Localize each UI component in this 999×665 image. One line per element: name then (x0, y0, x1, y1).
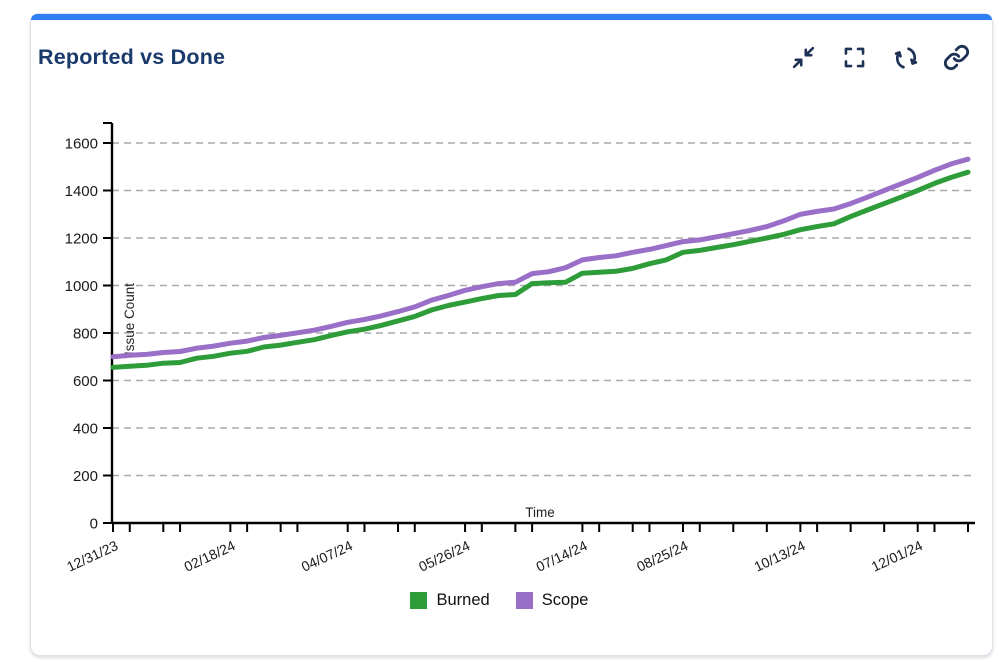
burned-line[interactable] (110, 169, 971, 370)
link-icon (943, 44, 970, 71)
y-tick-label: 200 (73, 468, 98, 485)
y-tick-label: 1400 (65, 183, 98, 200)
x-tick-label: 05/26/24 (416, 537, 472, 575)
gadget-title: Reported vs Done (38, 45, 226, 69)
scope-swatch (515, 592, 533, 609)
scope-line[interactable] (110, 156, 971, 360)
burnup-chart[interactable]: 0 200 400 600 800 1000 1200 1400 1600 12/31/23 02/… (0, 100, 999, 640)
minimize-button[interactable] (790, 44, 817, 71)
y-tick-label: 0 (90, 516, 98, 533)
x-tick-label: 12/31/23 (64, 537, 120, 575)
card-accent-bar (31, 14, 992, 20)
burned-label: Burned (436, 591, 490, 609)
legend-item-burned[interactable]: Burned (410, 591, 490, 610)
x-tick-label: 02/18/24 (181, 537, 237, 575)
x-axis-title: Time (525, 505, 555, 520)
chart-legend: Burned Scope (0, 591, 999, 610)
y-tick-label: 1200 (65, 231, 98, 248)
x-tick-label: 07/14/24 (534, 537, 590, 575)
x-tick-label: 08/25/24 (634, 537, 690, 575)
y-tick-label: 1600 (65, 136, 98, 153)
x-tick-label: 12/01/24 (869, 537, 925, 575)
y-tick-label: 1000 (65, 278, 98, 295)
gadget-header: Reported vs Done (31, 20, 992, 71)
refresh-button[interactable] (892, 44, 919, 71)
fullscreen-icon (844, 47, 865, 68)
burned-swatch (410, 592, 428, 609)
gadget-card: Reported vs Done (30, 13, 993, 656)
refresh-icon (894, 46, 917, 69)
minimize-icon (792, 46, 815, 69)
x-tick-label: 04/07/24 (299, 537, 355, 575)
fullscreen-button[interactable] (841, 44, 868, 71)
y-tick-label: 400 (73, 421, 98, 438)
y-tick-label: 600 (73, 373, 98, 390)
link-button[interactable] (943, 44, 970, 71)
x-tick-label: 10/13/24 (751, 537, 807, 575)
scope-label: Scope (541, 591, 589, 609)
y-axis-title: Issue Count (122, 283, 137, 355)
y-tick-label: 800 (73, 326, 98, 343)
legend-item-scope[interactable]: Scope (515, 591, 589, 610)
gadget-toolbar (790, 44, 970, 71)
